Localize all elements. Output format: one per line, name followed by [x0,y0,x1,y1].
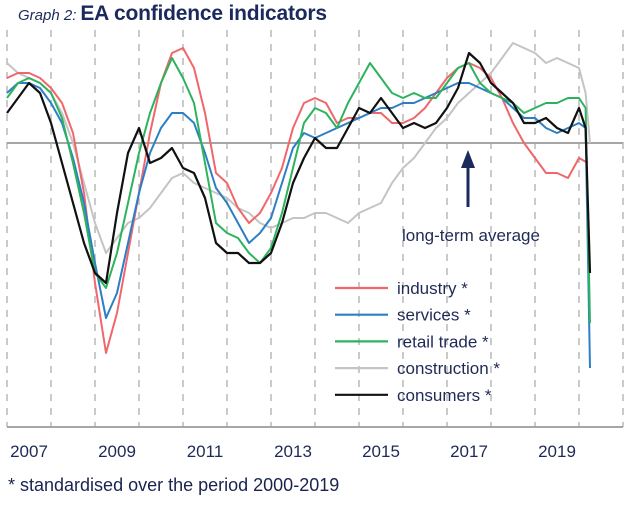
graph-number: Graph 2: [18,7,77,24]
legend-label: construction * [397,359,500,378]
chart-title-text: EA confidence indicators [80,2,327,25]
series-line-industry [6,47,589,354]
series-lines [6,42,592,369]
legend-item: construction * [335,359,500,378]
x-tick-label: 2015 [362,442,400,461]
annotation: long-term average [402,150,540,245]
legend-label: consumers * [397,386,492,405]
series-line-consumers [6,51,592,285]
series-line-retail-trade [6,57,591,324]
x-tick-label: 2017 [450,442,488,461]
legend-item: retail trade * [335,332,489,351]
legend-label: services * [397,306,471,325]
arrow-up-icon [461,150,475,168]
x-tick-label: 2007 [10,442,48,461]
legend-item: consumers * [335,386,492,405]
x-tick-label: 2013 [274,442,312,461]
legend-label: industry * [397,279,468,298]
annotation-label: long-term average [402,226,540,245]
legend-item: services * [335,306,471,325]
x-tick-label: 2009 [98,442,136,461]
footnote: * standardised over the period 2000-2019 [8,475,340,495]
series-line-construction [6,42,591,254]
legend: industry * services * retail trade * constr… [335,279,500,405]
x-tick-label: 2019 [538,442,576,461]
x-tick-labels: 2007 2009 2011 2013 2015 2017 2019 [10,442,576,461]
legend-label: retail trade * [397,332,489,351]
chart-title: Graph 2: EA confidence indicators [18,2,327,26]
x-tick-label: 2011 [187,442,224,461]
legend-item: industry * [335,279,468,298]
